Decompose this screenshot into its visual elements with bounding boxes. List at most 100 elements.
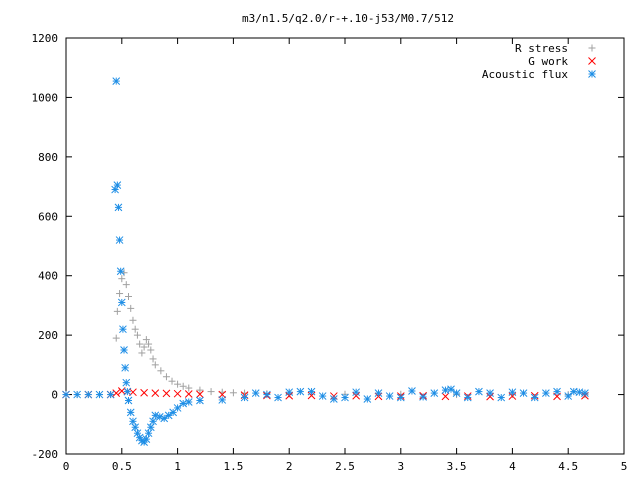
data-point bbox=[95, 390, 104, 399]
data-point bbox=[218, 396, 227, 404]
data-point bbox=[149, 355, 157, 363]
data-point bbox=[142, 336, 150, 344]
data-point bbox=[184, 390, 193, 398]
data-point bbox=[138, 349, 146, 357]
data-point bbox=[374, 389, 383, 397]
data-point bbox=[430, 389, 439, 397]
legend-label: Acoustic flux bbox=[482, 68, 568, 81]
y-tick-label: 200 bbox=[38, 329, 58, 342]
axis-ticks bbox=[65, 37, 625, 455]
data-point bbox=[112, 77, 121, 85]
data-point bbox=[62, 390, 70, 399]
data-point bbox=[179, 382, 187, 390]
data-point bbox=[136, 340, 144, 348]
data-point bbox=[127, 304, 135, 312]
x-tick-label: 4 bbox=[509, 460, 516, 473]
x-tick-label: 1.5 bbox=[223, 460, 243, 473]
legend-label: G work bbox=[528, 55, 568, 68]
data-point bbox=[151, 411, 160, 420]
data-point bbox=[140, 343, 148, 351]
series-acoustic-flux bbox=[62, 77, 589, 446]
data-point bbox=[162, 373, 170, 381]
data-point bbox=[307, 391, 316, 400]
series-r-stress bbox=[62, 269, 589, 399]
data-point bbox=[207, 388, 215, 396]
data-point bbox=[168, 377, 176, 385]
data-point bbox=[564, 392, 573, 400]
data-point bbox=[116, 267, 125, 276]
x-tick-label: 1 bbox=[174, 460, 181, 473]
data-point bbox=[126, 408, 135, 417]
x-tick-label: 4.5 bbox=[558, 460, 578, 473]
legend-label: R stress bbox=[515, 42, 568, 55]
chart-title: m3/n1.5/q2.0/r-+.10-j53/M0.7/512 bbox=[242, 12, 454, 25]
data-point bbox=[142, 435, 151, 443]
data-point bbox=[146, 423, 155, 432]
data-point bbox=[196, 396, 204, 405]
x-tick-label: 5 bbox=[621, 460, 628, 473]
data-point bbox=[129, 417, 137, 426]
data-point bbox=[251, 389, 260, 397]
data-point bbox=[140, 388, 148, 397]
data-point bbox=[160, 414, 169, 423]
data-point bbox=[151, 361, 159, 369]
data-point bbox=[352, 391, 361, 400]
data-point bbox=[122, 378, 131, 387]
data-point bbox=[240, 393, 249, 402]
data-point bbox=[486, 392, 494, 401]
data-point bbox=[113, 307, 121, 315]
y-tick-label: -200 bbox=[32, 448, 59, 461]
data-point bbox=[123, 387, 132, 396]
data-point bbox=[329, 395, 338, 403]
data-point bbox=[285, 388, 294, 397]
data-point bbox=[385, 392, 394, 400]
data-point bbox=[184, 398, 193, 406]
data-point bbox=[117, 298, 126, 307]
x-axis-tick-labels: 0 0.5 1 1.5 2 2.5 3 3.5 4 4.5 5 bbox=[63, 460, 628, 473]
data-point bbox=[396, 393, 405, 402]
legend-marker bbox=[588, 44, 596, 52]
data-point bbox=[274, 393, 282, 402]
data-point bbox=[363, 395, 372, 403]
data-point bbox=[581, 389, 589, 397]
y-tick-label: 0 bbox=[51, 389, 58, 402]
y-axis-tick-labels: -200 0 200 400 600 800 1000 1200 bbox=[32, 32, 59, 461]
y-tick-label: 1200 bbox=[32, 32, 59, 45]
data-point bbox=[124, 293, 132, 301]
data-point bbox=[296, 387, 305, 396]
data-point bbox=[112, 389, 121, 397]
data-point bbox=[149, 417, 157, 426]
data-point bbox=[173, 389, 182, 398]
data-point bbox=[196, 386, 204, 394]
data-point bbox=[174, 380, 182, 388]
x-tick-label: 2 bbox=[286, 460, 293, 473]
data-point bbox=[157, 367, 165, 375]
data-point bbox=[352, 388, 361, 397]
data-point bbox=[131, 325, 139, 333]
data-point bbox=[122, 281, 130, 289]
data-point bbox=[497, 393, 506, 402]
data-point bbox=[553, 387, 561, 396]
data-point bbox=[530, 393, 539, 402]
x-tick-label: 0 bbox=[63, 460, 70, 473]
data-point bbox=[263, 390, 271, 399]
data-point bbox=[408, 387, 416, 395]
x-tick-label: 0.5 bbox=[112, 460, 132, 473]
data-point bbox=[119, 325, 127, 334]
series-layer bbox=[62, 77, 589, 446]
data-point bbox=[441, 386, 450, 394]
data-point bbox=[116, 290, 124, 298]
data-point bbox=[73, 390, 82, 399]
data-point bbox=[196, 390, 204, 399]
data-point bbox=[419, 393, 427, 401]
data-point bbox=[112, 334, 120, 342]
x-tick-label: 3 bbox=[397, 460, 404, 473]
data-point bbox=[145, 340, 153, 348]
data-point bbox=[179, 399, 188, 408]
data-point bbox=[542, 389, 550, 397]
data-point bbox=[115, 236, 124, 244]
data-point bbox=[129, 316, 137, 324]
data-point bbox=[164, 411, 173, 420]
data-point bbox=[147, 346, 155, 354]
data-point bbox=[113, 181, 122, 189]
